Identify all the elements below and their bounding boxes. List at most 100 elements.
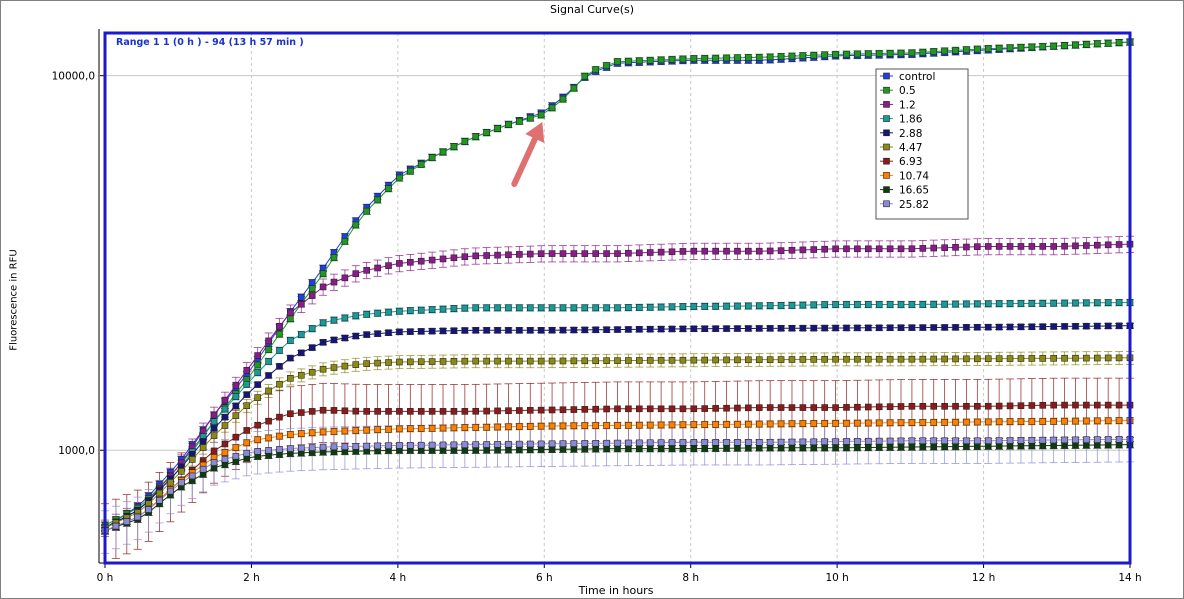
data-point (450, 305, 458, 312)
data-point (984, 355, 992, 363)
data-point (581, 72, 589, 80)
data-point (1104, 299, 1112, 306)
legend-marker (883, 186, 890, 193)
data-point (646, 445, 654, 452)
data-point (919, 324, 927, 331)
data-point (1093, 354, 1101, 362)
data-point (974, 355, 981, 363)
data-point (276, 330, 283, 338)
data-point (864, 324, 872, 332)
data-point (505, 121, 512, 128)
data-point (308, 444, 316, 451)
data-point (374, 309, 381, 317)
legend-entry: 25.82 (899, 199, 929, 211)
data-point (352, 407, 360, 415)
data-point (592, 326, 599, 334)
data-point (657, 357, 665, 364)
data-point (1061, 323, 1068, 330)
data-point (952, 443, 959, 450)
data-point (886, 419, 894, 427)
data-point (755, 325, 763, 332)
data-point (668, 439, 676, 446)
data-point (886, 403, 894, 410)
data-point (548, 406, 556, 414)
data-point (221, 396, 229, 404)
data-point (341, 334, 349, 342)
data-point (265, 387, 272, 395)
data-point (636, 405, 643, 413)
data-point (723, 444, 730, 452)
data-point (668, 248, 676, 256)
data-point (1028, 436, 1036, 444)
data-point (657, 303, 665, 311)
data-point (199, 444, 207, 451)
data-point (374, 196, 381, 204)
data-point (603, 304, 610, 312)
data-point (679, 439, 687, 446)
data-point (330, 364, 338, 371)
data-point (581, 304, 589, 312)
data-point (341, 237, 349, 245)
data-point (614, 357, 621, 364)
data-point (363, 331, 371, 338)
data-point (854, 438, 861, 445)
legend-marker (883, 200, 890, 208)
data-point (1017, 243, 1025, 250)
x-tick-label: 8 h (682, 572, 699, 584)
data-point (930, 403, 938, 410)
data-point (537, 327, 545, 334)
data-point (614, 58, 621, 65)
data-point (1072, 354, 1079, 362)
data-point (930, 324, 938, 331)
data-point (941, 419, 948, 426)
data-point (657, 248, 665, 256)
series-layer (101, 38, 1134, 534)
data-point (308, 429, 316, 437)
data-point (646, 405, 654, 413)
data-point (1072, 436, 1079, 444)
data-point (777, 356, 785, 363)
data-point (788, 52, 796, 60)
data-point (1017, 442, 1025, 450)
data-point (548, 304, 556, 312)
data-point (396, 260, 403, 267)
arrow-shaft (511, 132, 540, 187)
data-point (210, 411, 218, 419)
data-point (766, 53, 774, 61)
data-point (854, 324, 861, 332)
data-point (919, 437, 927, 445)
data-point (461, 424, 469, 431)
data-point (199, 438, 207, 445)
data-point (897, 324, 905, 331)
data-point (1050, 299, 1057, 307)
data-point (570, 406, 578, 413)
data-point (417, 328, 425, 335)
data-point (657, 445, 665, 452)
data-point (919, 245, 927, 252)
data-point (1072, 441, 1079, 449)
data-point (636, 249, 643, 257)
data-point (734, 325, 741, 332)
data-point (450, 441, 458, 449)
data-point (297, 371, 305, 379)
data-point (232, 433, 240, 441)
data-point (1083, 242, 1090, 249)
data-point (995, 437, 1003, 444)
data-point (221, 455, 229, 463)
data-point (319, 339, 327, 346)
data-point (123, 518, 131, 525)
data-point (766, 356, 774, 363)
data-point (734, 404, 741, 412)
data-point (1028, 442, 1036, 450)
data-point (221, 449, 229, 456)
data-point (330, 407, 338, 414)
data-point (810, 420, 818, 427)
data-point (254, 448, 261, 455)
data-point (984, 437, 992, 445)
data-point (908, 443, 916, 451)
data-point (625, 326, 632, 333)
data-point (374, 426, 381, 434)
data-point (537, 304, 545, 312)
data-point (766, 420, 774, 428)
data-point (385, 359, 392, 366)
